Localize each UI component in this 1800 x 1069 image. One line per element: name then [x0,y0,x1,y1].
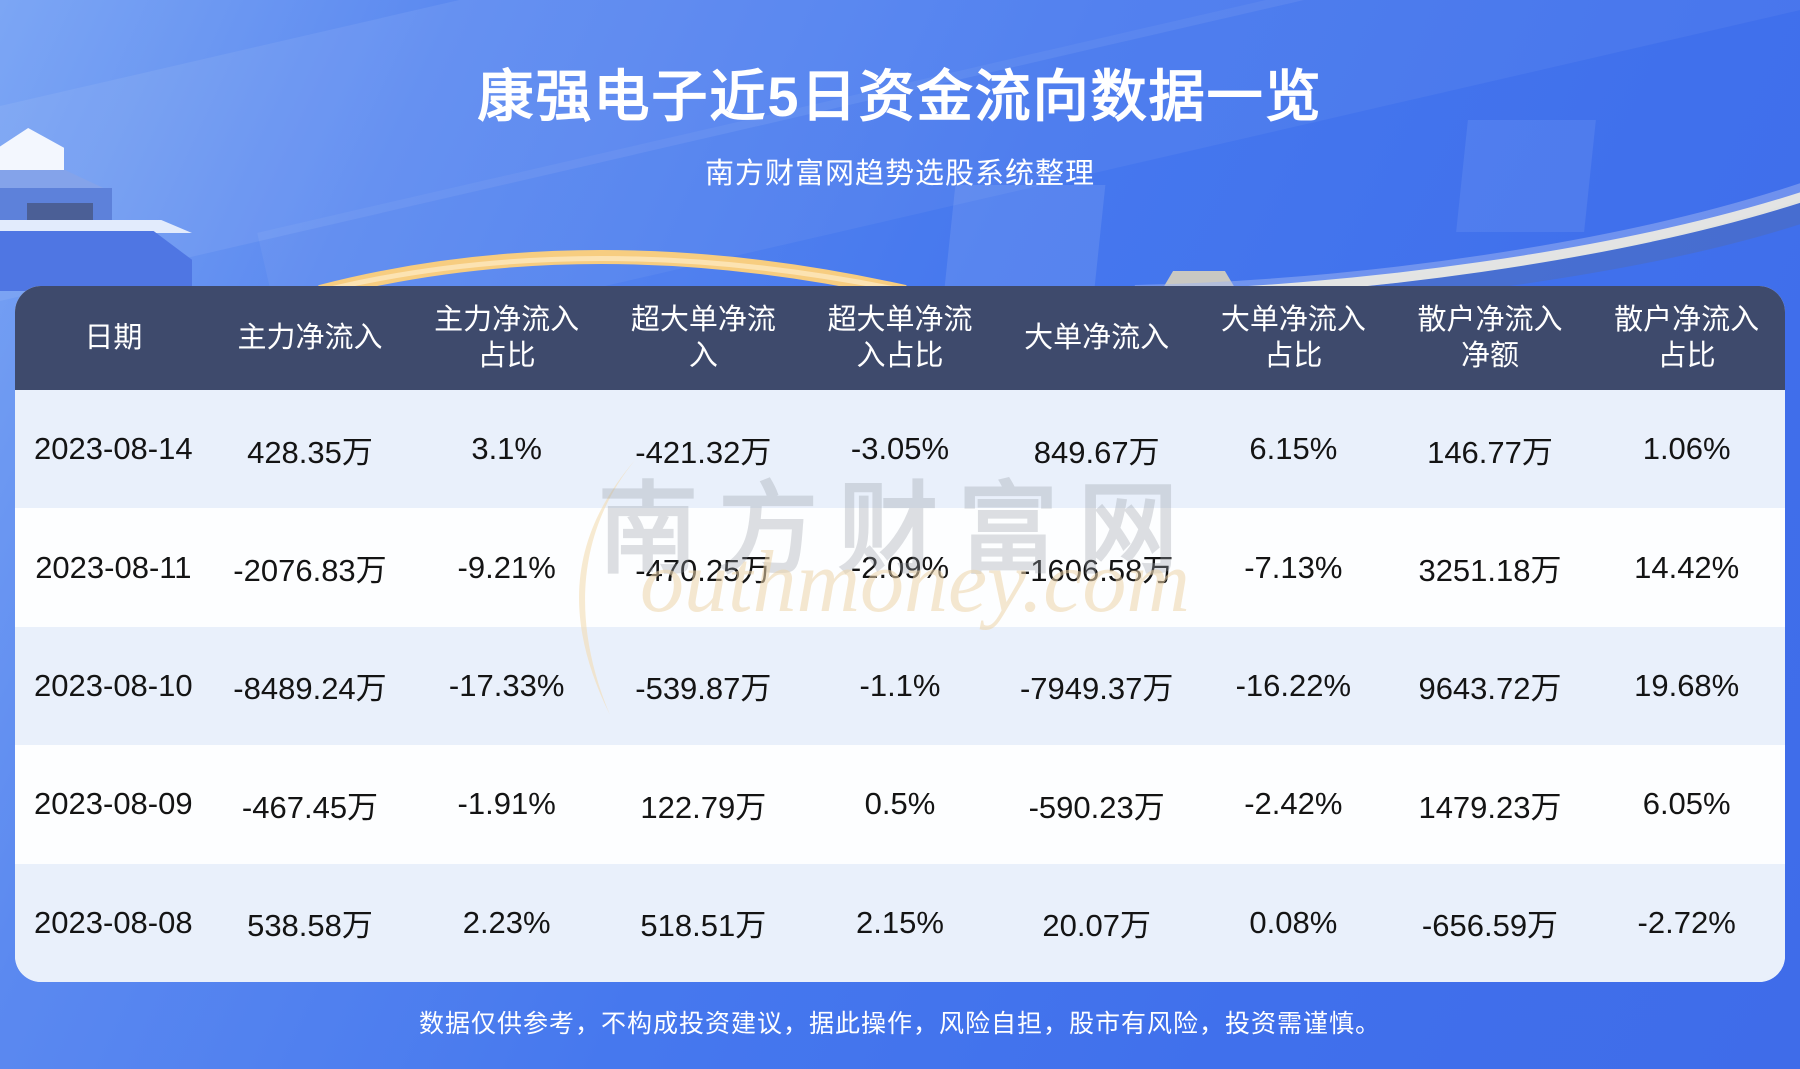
table-cell: -7949.37万 [1019,671,1174,707]
page-subtitle: 南方财富网趋势选股系统整理 [704,158,1095,190]
table-cell: 1.06% [1642,431,1731,467]
table-cell: 2023-08-08 [34,904,193,940]
column-header-large-order-net-inflow-pct: 大单净流入 占比 [1220,304,1366,372]
table-cell: 2023-08-10 [34,667,193,703]
table-cell: 122.79万 [640,789,767,825]
table-cell: 3251.18万 [1418,553,1562,589]
table-header-row: 日期 主力净流入 主力净流入 占比 超大单净流 入 超大单净流 入占比 大单净流… [15,286,1785,390]
table-cell: 1479.23万 [1418,789,1562,825]
table-row: 2023-08-11 -2076.83万 -9.21% -470.25万 -2.… [15,508,1785,627]
table-cell: -421.32万 [635,434,772,470]
table-cell: -9.21% [457,549,556,585]
column-header-xl-order-net-inflow: 超大单净流 入 [630,304,776,372]
table-cell: -539.87万 [635,671,772,707]
table-cell: 2023-08-11 [35,549,192,585]
table-cell: 14.42% [1634,549,1740,585]
table-cell: 19.68% [1634,667,1740,703]
gold-arc-highlight-icon [329,256,896,292]
table-cell: -17.33% [448,667,565,703]
table-row: 2023-08-09 -467.45万 -1.91% 122.79万 0.5% … [15,745,1785,864]
table-cell: 2.23% [462,904,551,940]
table-cell: 6.05% [1642,786,1731,822]
column-header-main-net-inflow-pct: 主力净流入 占比 [434,304,580,372]
table-cell: 3.1% [471,431,542,467]
table-cell: 146.77万 [1427,434,1553,470]
table-cell: 6.15% [1249,431,1338,467]
table-cell: 9643.72万 [1418,671,1562,707]
table-cell: 538.58万 [247,908,373,944]
table-cell: 0.08% [1249,904,1338,940]
table-cell: 2023-08-09 [34,786,193,822]
table-cell: 0.5% [864,786,936,822]
table-cell: 2023-08-14 [34,431,193,467]
column-header-main-net-inflow: 主力净流入 [237,322,383,354]
table-cell: -656.59万 [1421,908,1559,944]
fund-flow-table: 日期 主力净流入 主力净流入 占比 超大单净流 入 超大单净流 入占比 大单净流… [15,286,1785,982]
table-cell: -1.91% [457,786,556,822]
disclaimer-text: 数据仅供参考，不构成投资建议，据此操作，风险自担，股市有风险，投资需谨慎。 [418,1010,1381,1038]
column-header-retail-net-inflow: 散户净流入 净额 [1417,304,1563,372]
table-cell: -470.25万 [635,553,772,589]
table-row: 2023-08-14 428.35万 3.1% -421.32万 -3.05% … [15,390,1785,509]
table-cell: 849.67万 [1033,434,1160,470]
table-cell: -1606.58万 [1019,553,1174,589]
table-cell: -2.72% [1637,904,1736,940]
table-cell: 20.07万 [1042,908,1151,944]
column-header-date: 日期 [84,322,143,354]
table-cell: -590.23万 [1028,789,1165,825]
swoosh-shadow-icon [1119,199,1800,300]
column-header-large-order-net-inflow: 大单净流入 [1024,322,1170,354]
table-cell: -467.45万 [241,789,379,825]
table-cell: -8489.24万 [233,671,387,707]
table-cell: -3.05% [850,431,950,467]
table-cell: 2.15% [856,904,944,940]
table-row: 2023-08-10 -8489.24万 -17.33% -539.87万 -1… [15,626,1785,746]
table-cell: -1.1% [859,667,941,703]
column-header-xl-order-net-inflow-pct: 超大单净流 入占比 [827,304,973,372]
table-cell: -16.22% [1235,667,1352,703]
table-cell: -2.09% [850,549,950,585]
column-header-retail-net-inflow-pct: 散户净流入 占比 [1614,304,1760,372]
table-row: 2023-08-08 538.58万 2.23% 518.51万 2.15% 2… [15,863,1785,982]
table-cell: 428.35万 [247,434,373,470]
table-cell: -2076.83万 [233,553,387,589]
page-title: 康强电子近5日资金流向数据一览 [477,65,1323,128]
table-cell: 518.51万 [640,908,767,944]
decor-building-block [0,220,192,233]
table-cell: -7.13% [1244,549,1343,585]
table-cell: -2.42% [1244,786,1343,822]
decor-building-block [0,231,192,291]
